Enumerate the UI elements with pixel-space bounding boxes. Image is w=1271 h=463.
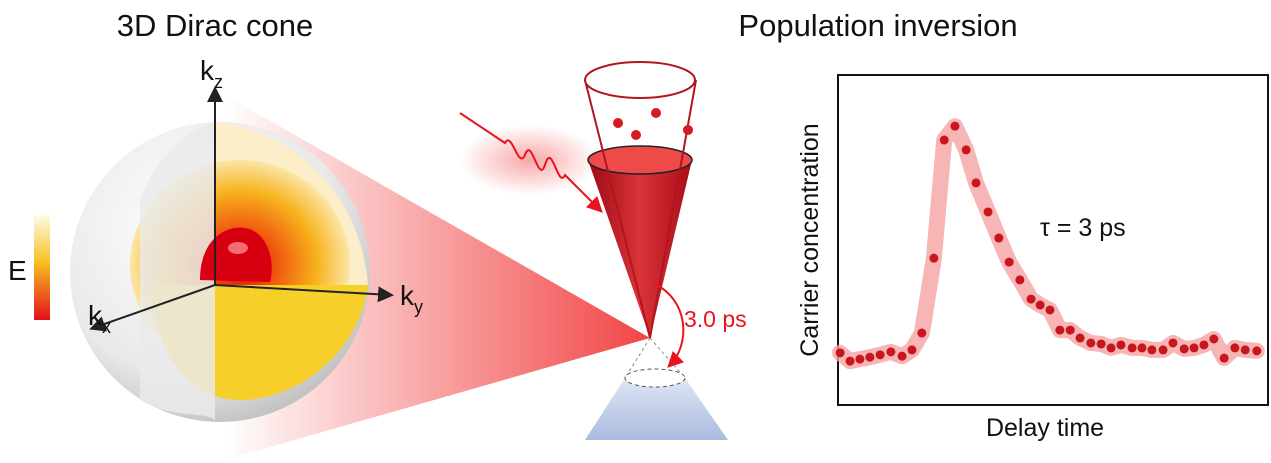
data-point — [1086, 338, 1096, 348]
y-axis-label: Carrier concentration — [796, 123, 824, 356]
axis-label: kx — [88, 300, 111, 337]
data-point — [939, 135, 949, 145]
panel-title: 3D Dirac cone — [117, 8, 313, 43]
axis-base: k — [400, 280, 415, 311]
lifetime-label: 3.0 ps — [684, 306, 747, 332]
data-point — [1168, 338, 1178, 348]
energy-colorbar — [34, 215, 50, 320]
axis-sub: z — [214, 72, 223, 92]
data-point — [1026, 294, 1036, 304]
x-axis-label: Delay time — [986, 414, 1104, 442]
data-point — [875, 350, 885, 360]
data-point — [1035, 300, 1045, 310]
lower-cone-edge — [624, 337, 651, 379]
carrier — [613, 118, 623, 128]
data-point — [1045, 305, 1055, 315]
data-point — [1137, 343, 1147, 353]
data-point — [1106, 343, 1116, 353]
data-point — [1179, 344, 1189, 354]
plot-frame — [837, 74, 1269, 406]
data-point — [1116, 340, 1126, 350]
data-point — [1055, 325, 1065, 335]
data-point — [1189, 343, 1199, 353]
data-point — [835, 348, 845, 358]
data-point — [1096, 339, 1106, 349]
cone-edge — [649, 79, 697, 339]
data-point — [950, 121, 960, 131]
axis-kx — [89, 284, 216, 332]
shell-left — [140, 122, 215, 420]
cone-edge — [584, 79, 651, 339]
filled-cone — [588, 160, 692, 338]
fermi-level — [587, 145, 693, 175]
data-point — [897, 351, 907, 361]
data-point — [1252, 346, 1262, 356]
data-point — [855, 354, 865, 364]
data-point — [994, 233, 1004, 243]
pulse-glow — [460, 125, 600, 195]
highlight — [228, 242, 248, 254]
axis-ky — [214, 284, 394, 303]
axis-base: k — [200, 55, 215, 86]
data-point — [886, 347, 896, 357]
data-point — [1240, 345, 1250, 355]
relaxation-arrow — [652, 282, 685, 368]
data-point — [983, 207, 993, 217]
data-point — [1075, 333, 1085, 343]
data-point — [1015, 275, 1025, 285]
chart-title: Population inversion — [738, 8, 1017, 43]
axis-sub: y — [414, 297, 423, 317]
data-point — [1199, 340, 1209, 350]
data-point — [1209, 334, 1219, 344]
data-point — [907, 345, 917, 355]
data-point — [865, 352, 875, 362]
data-point — [1230, 343, 1240, 353]
cone-top — [584, 61, 696, 99]
carrier — [683, 125, 693, 135]
energy-label: E — [8, 255, 27, 286]
data-point — [845, 356, 855, 366]
data-point — [1004, 257, 1014, 267]
data-point — [1065, 325, 1075, 335]
laser-pulse — [459, 112, 603, 213]
data-point — [1147, 345, 1157, 355]
data-point — [961, 145, 971, 155]
data-point — [1219, 353, 1229, 363]
axis-label: kz — [200, 55, 223, 92]
valence-cone — [585, 378, 728, 440]
carrier — [651, 108, 661, 118]
data-point — [929, 253, 939, 263]
annotation: τ = 3 ps — [1040, 214, 1126, 242]
data-point — [917, 328, 927, 338]
dirac-point — [200, 227, 272, 282]
data-point — [971, 178, 981, 188]
carrier — [631, 130, 641, 140]
axis-label: ky — [400, 280, 423, 317]
axis-base: k — [88, 300, 103, 331]
axis-sub: x — [102, 317, 111, 337]
lower-cone-top — [624, 368, 686, 388]
fit-band — [832, 118, 1265, 370]
data-point — [1158, 345, 1168, 355]
data-point — [1127, 343, 1137, 353]
